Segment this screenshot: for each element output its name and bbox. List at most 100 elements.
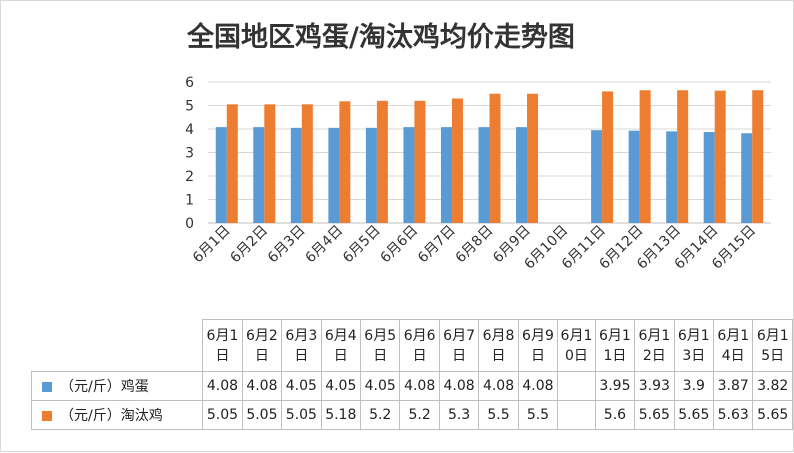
table-cell: 3.95 xyxy=(594,371,636,401)
x-tick-label: 6月3日 xyxy=(265,223,309,267)
table-cell: 5.65 xyxy=(634,400,675,430)
table-cell xyxy=(557,371,596,401)
bar-egg xyxy=(628,130,640,223)
table-corner xyxy=(32,320,203,372)
table-header-cell: 6月2日 xyxy=(241,319,283,372)
table-cell: 5.5 xyxy=(478,400,519,430)
table-row-egg: （元/斤）鸡蛋 4.08 4.08 4.05 4.05 4.05 4.08 4.08 4.08… xyxy=(30,371,793,401)
data-table: 6月1日 6月2日 6月3日 6月4日 6月5日 6月6日 6月7日 6月8日 6月9日 6月10… xyxy=(30,319,793,430)
y-tick-label: 4 xyxy=(185,122,194,138)
bar-egg xyxy=(215,127,227,223)
bar-egg xyxy=(516,127,528,223)
bar-hen xyxy=(376,100,388,223)
bar-egg xyxy=(666,131,678,223)
table-cell: 3.93 xyxy=(634,371,675,401)
bar-egg xyxy=(403,127,415,223)
table-cell: 5.6 xyxy=(594,400,636,430)
table-cell: 5.2 xyxy=(359,400,401,430)
bar-egg xyxy=(440,127,452,223)
table-header-cell: 6月5日 xyxy=(359,319,401,372)
table-header-cell: 6月13日 xyxy=(673,319,715,372)
y-tick-label: 1 xyxy=(185,193,194,209)
bar-hen xyxy=(639,90,651,223)
y-tick-label: 5 xyxy=(185,99,194,115)
bar-hen xyxy=(527,93,539,223)
table-header-cell: 6月6日 xyxy=(399,319,440,372)
table-header-cell: 6月7日 xyxy=(438,319,480,372)
table-cell: 3.87 xyxy=(713,371,754,401)
y-tick-label: 6 xyxy=(185,75,194,91)
table-cell: 5.18 xyxy=(320,400,362,430)
table-cell: 3.9 xyxy=(673,371,715,401)
bar-egg xyxy=(290,127,302,223)
table-header-cell: 6月15日 xyxy=(752,319,793,372)
bar-hen xyxy=(752,90,764,223)
legend-swatch-hen xyxy=(42,411,52,421)
y-tick-label: 3 xyxy=(185,146,194,162)
bar-hen xyxy=(414,100,426,223)
table-cell: 5.2 xyxy=(399,400,440,430)
table-header-cell: 6月4日 xyxy=(320,319,362,372)
bar-hen xyxy=(301,104,313,223)
bar-hen xyxy=(339,101,351,223)
table-cell: 4.08 xyxy=(202,371,243,401)
bar-egg xyxy=(328,127,340,223)
bar-hen xyxy=(602,91,614,224)
table-cell: 5.05 xyxy=(202,400,243,430)
bar-hen xyxy=(264,104,276,223)
bar-hen xyxy=(226,104,238,223)
table-cell: 4.08 xyxy=(478,371,519,401)
table-header-cell: 6月1日 xyxy=(202,319,243,372)
table-cell: 3.82 xyxy=(752,371,793,401)
bar-hen xyxy=(677,90,689,223)
bar-hen xyxy=(489,93,501,223)
bar-hen xyxy=(451,98,463,223)
table-cell: 5.3 xyxy=(438,400,480,430)
x-tick-label: 6月8日 xyxy=(453,223,497,267)
legend-label-hen: （元/斤）淘汰鸡 xyxy=(60,408,163,424)
table-header-row: 6月1日 6月2日 6月3日 6月4日 6月5日 6月6日 6月7日 6月8日 6月9日 6月10… xyxy=(32,319,793,372)
table-cell: 4.08 xyxy=(399,371,440,401)
table-cell: 5.65 xyxy=(752,400,793,430)
table-row-hen: （元/斤）淘汰鸡 5.05 5.05 5.05 5.18 5.2 5.2 5.3 5.5 5.5… xyxy=(30,400,793,430)
table-header-cell: 6月14日 xyxy=(713,319,754,372)
table-header-cell: 6月12日 xyxy=(634,319,675,372)
table-cell: 4.08 xyxy=(517,371,559,401)
bar-egg xyxy=(253,127,265,223)
bar-hen xyxy=(714,90,726,223)
x-tick-label: 6月4日 xyxy=(302,223,346,267)
bar-egg xyxy=(741,133,753,223)
table-cell: 4.05 xyxy=(320,371,362,401)
table-header-cell: 6月3日 xyxy=(281,319,322,372)
y-tick-label: 2 xyxy=(185,169,194,185)
table-cell: 5.05 xyxy=(241,400,283,430)
bar-egg xyxy=(703,132,715,223)
table-cell: 5.63 xyxy=(713,400,754,430)
table-cell: 4.05 xyxy=(281,371,322,401)
y-tick-label: 0 xyxy=(185,216,194,232)
x-tick-label: 6月6日 xyxy=(378,223,422,267)
x-tick-label: 6月2日 xyxy=(227,223,271,267)
x-tick-label: 6月7日 xyxy=(415,223,459,267)
legend-entry-hen: （元/斤）淘汰鸡 xyxy=(30,400,204,430)
table-cell: 5.5 xyxy=(517,400,559,430)
bar-egg xyxy=(591,130,603,223)
table-header-cell: 6月8日 xyxy=(478,319,519,372)
x-tick-label: 6月5日 xyxy=(340,223,384,267)
table-cell: 4.08 xyxy=(241,371,283,401)
table-header-cell: 6月9日 xyxy=(517,319,559,372)
legend-swatch-egg xyxy=(42,382,52,392)
table-cell: 4.05 xyxy=(359,371,401,401)
x-tick-label: 6月1日 xyxy=(190,223,234,267)
table-header-cell: 6月11日 xyxy=(594,319,636,372)
table-header-cell: 6月10日 xyxy=(557,319,596,372)
table-cell: 4.08 xyxy=(438,371,480,401)
bar-egg xyxy=(365,127,377,223)
table-cell: 5.05 xyxy=(281,400,322,430)
table-cell xyxy=(557,400,596,430)
chart-title: 全国地区鸡蛋/淘汰鸡均价走势图 xyxy=(187,22,575,53)
legend-label-egg: （元/斤）鸡蛋 xyxy=(60,379,149,395)
legend-entry-egg: （元/斤）鸡蛋 xyxy=(30,371,204,401)
